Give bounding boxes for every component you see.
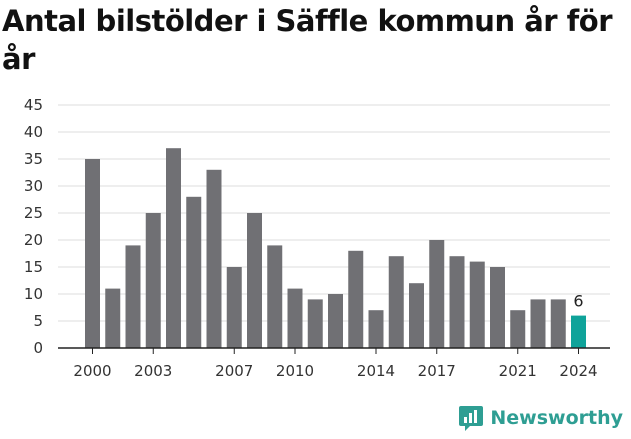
x-axis: 2000 2003 2007 2010 2014 2017 2021 2024	[58, 347, 610, 380]
y-tick-label: 25	[24, 204, 43, 222]
y-tick-label: 35	[24, 150, 43, 168]
bar-2024	[571, 315, 586, 348]
bar-2021	[510, 310, 526, 348]
data-labels: 6	[573, 292, 583, 311]
bar-2012	[328, 294, 343, 348]
bar-2008	[247, 213, 262, 348]
x-tick-label: 2003	[134, 362, 172, 380]
gridlines	[58, 104, 610, 322]
y-tick-label: 10	[24, 285, 43, 303]
bar-2009	[267, 245, 283, 348]
y-tick-label: 15	[24, 258, 43, 276]
bar-2022	[530, 299, 546, 348]
bar-2003	[145, 213, 161, 348]
y-tick-label: 0	[33, 339, 43, 357]
bar-2018	[449, 256, 465, 348]
bar-2002	[125, 245, 141, 348]
bar-2010	[287, 288, 303, 348]
x-tick-label: 2007	[215, 362, 253, 380]
bar-2004	[166, 148, 181, 348]
y-tick-label: 45	[24, 96, 43, 114]
bar-2011	[307, 299, 323, 348]
y-tick-label: 20	[24, 231, 43, 249]
x-tick-label: 2021	[499, 362, 537, 380]
y-axis-tick-labels: 0 5 10 15 20 25 30 35 40 45	[24, 96, 43, 357]
bar-2006	[206, 169, 222, 348]
bar-2000	[85, 159, 100, 348]
x-tick-label: 2000	[73, 362, 111, 380]
bar-2014	[368, 310, 384, 348]
bars	[85, 148, 586, 348]
data-label-2024: 6	[573, 292, 583, 311]
bar-2001	[105, 288, 121, 348]
y-tick-label: 40	[24, 123, 43, 141]
x-tick-label: 2010	[276, 362, 314, 380]
bar-2005	[186, 196, 202, 348]
bar-2017	[429, 240, 445, 348]
bar-2019	[469, 261, 485, 348]
x-tick-label: 2024	[559, 362, 597, 380]
x-tick-label: 2017	[418, 362, 456, 380]
x-tick-label: 2014	[357, 362, 395, 380]
bar-2020	[490, 267, 505, 348]
y-tick-label: 5	[33, 312, 43, 330]
bar-2013	[348, 250, 364, 348]
bar-2015	[388, 256, 404, 348]
bar-2023	[550, 299, 566, 348]
bar-2016	[409, 283, 424, 348]
brand-name: Newsworthy	[490, 407, 623, 429]
bar-2007	[226, 267, 242, 348]
chart-title: Antal bilstölder i Säffle kommun år för …	[2, 4, 613, 76]
y-tick-label: 30	[24, 177, 43, 195]
brand-logo: Newsworthy	[458, 403, 623, 433]
newsworthy-logo-icon	[459, 406, 484, 431]
